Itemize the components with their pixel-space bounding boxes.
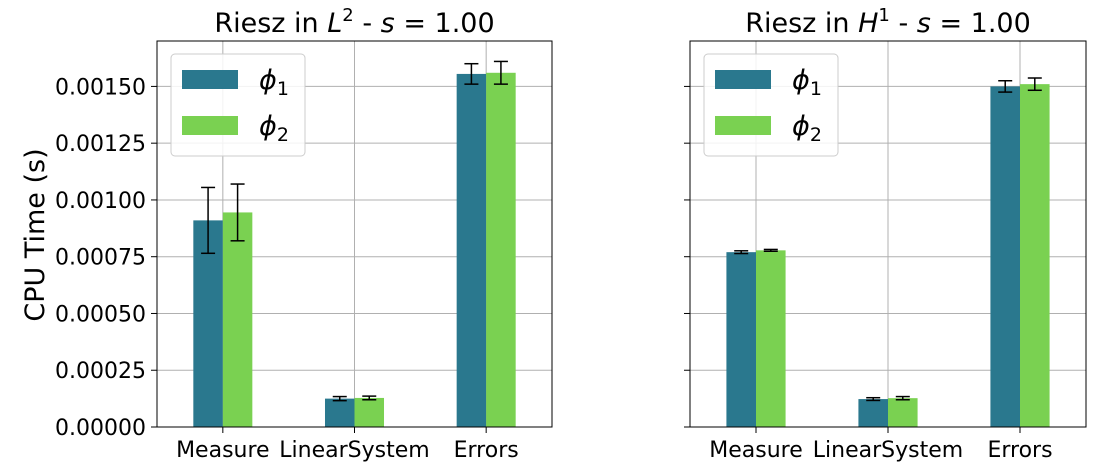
legend-swatch-2 (715, 116, 771, 135)
x-tick-label: Measure (709, 438, 803, 463)
bar-errors-series-2 (1020, 84, 1050, 427)
x-tick-label: Errors (454, 438, 519, 463)
title-symbol: L (327, 8, 342, 39)
legend-label-2: ϕ2 (259, 111, 289, 146)
legend-subscript: 2 (810, 124, 822, 146)
legend-swatch-1 (182, 70, 238, 89)
x-tick-label: LinearSystem (279, 438, 429, 463)
title-s: s (381, 8, 395, 39)
y-tick-label: 0.00125 (55, 132, 146, 157)
bar-linearsystem-series-2 (888, 398, 918, 427)
legend-symbol: ϕ (259, 111, 277, 142)
bar-linearsystem-series-1 (858, 399, 888, 427)
y-axis-label: CPU Time (s) (20, 148, 51, 321)
bar-errors-series-1 (990, 86, 1020, 427)
bar-linearsystem-series-1 (324, 398, 355, 427)
x-tick-label: LinearSystem (813, 438, 963, 463)
x-tick-label: Errors (987, 438, 1052, 463)
legend-symbol: ϕ (792, 65, 810, 96)
bar-linearsystem-series-2 (354, 397, 385, 427)
legend-swatch-2 (182, 116, 238, 135)
error-bar (493, 60, 508, 85)
legend-subscript: 1 (277, 78, 289, 100)
y-tick-label: 0.00000 (55, 416, 146, 441)
error-bar (332, 395, 347, 402)
error-bar (464, 62, 479, 85)
error-bar (362, 395, 377, 401)
error-bar (230, 183, 245, 242)
bar-measure-series-2 (222, 212, 253, 427)
bar-measure-series-2 (756, 250, 786, 427)
title-symbol: H (858, 8, 878, 39)
error-bar (866, 396, 881, 402)
legend-label-2: ϕ2 (792, 111, 822, 146)
y-tick-label: 0.00050 (55, 302, 146, 327)
legend-label-1: ϕ1 (259, 65, 289, 100)
title-superscript: 2 (342, 5, 353, 26)
error-bar (895, 395, 910, 401)
error-bar (201, 186, 216, 255)
bar-errors-series-2 (486, 72, 516, 427)
title-value: = 1.00 (395, 8, 495, 39)
error-bar (1027, 77, 1042, 92)
title-separator: - (890, 8, 917, 39)
error-bar (734, 250, 749, 255)
bar-errors-series-1 (456, 73, 487, 428)
title-separator: - (354, 8, 381, 39)
title-superscript: 1 (878, 5, 889, 26)
error-bar (763, 248, 778, 253)
bar-measure-series-1 (193, 220, 223, 427)
bar-measure-series-1 (726, 252, 756, 427)
title-text: Riesz in (214, 8, 327, 39)
chart-title: Riesz in L2 - s = 1.00 (214, 5, 494, 39)
y-tick-label: 0.00075 (55, 246, 146, 271)
chart-title: Riesz in H1 - s = 1.00 (745, 5, 1031, 39)
y-tick-label: 0.00025 (55, 359, 146, 384)
x-tick-label: Measure (176, 438, 270, 463)
legend-symbol: ϕ (259, 65, 277, 96)
legend-label-1: ϕ1 (792, 65, 822, 100)
title-value: = 1.00 (931, 8, 1031, 39)
panel-1: 0.00000 0.00025 0.00050 0.00075 0.00100 0.001… (55, 5, 553, 463)
legend-subscript: 2 (277, 124, 289, 146)
legend-subscript: 1 (810, 78, 822, 100)
title-s: s (917, 8, 931, 39)
title-text: Riesz in (745, 8, 858, 39)
y-tick-label: 0.00100 (55, 189, 146, 214)
legend-symbol: ϕ (792, 111, 810, 142)
error-bar (998, 79, 1013, 93)
legend-swatch-1 (715, 70, 771, 89)
y-tick-label: 0.00150 (55, 75, 146, 100)
